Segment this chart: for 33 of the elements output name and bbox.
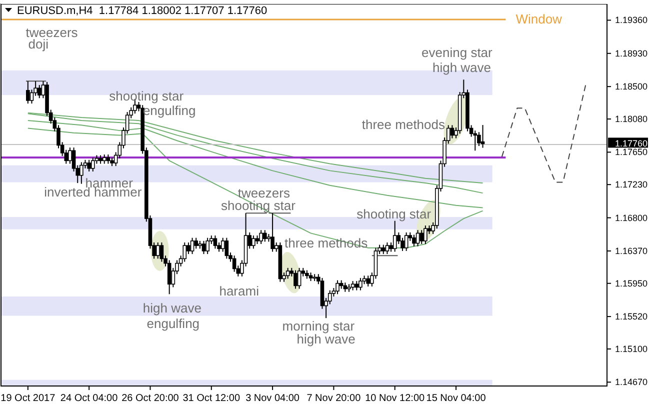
annotation: three methods: [362, 116, 446, 132]
ref-line-label: Window: [516, 12, 563, 26]
x-tick-label: 24 Oct 04:00: [60, 393, 118, 404]
annotation: shooting star: [109, 88, 184, 104]
y-tick-label: 1.16800: [615, 212, 648, 223]
x-tick-label: 19 Oct 2017: [0, 393, 56, 404]
x-tick-label: 7 Nov 20:00: [306, 393, 362, 404]
y-tick-label: 1.15950: [615, 278, 648, 288]
x-tick-label: 10 Nov 12:00: [365, 393, 426, 404]
y-tick-label: 1.15520: [615, 312, 648, 322]
y-tick-label: 1.16370: [615, 246, 648, 256]
annotation: tweezers: [238, 186, 290, 201]
y-tick-label: 1.17230: [615, 180, 648, 190]
chart-title: EURUSD.m,H4 1.17784 1.18002 1.17707 1.17760: [17, 5, 268, 17]
y-tick-label: 1.15100: [615, 344, 648, 354]
annotation: engulfing: [146, 316, 200, 331]
y-tick-label: 1.17650: [615, 147, 648, 158]
ref-line-label: 1.17760: [615, 138, 648, 149]
annotation: high wave: [142, 300, 202, 316]
annotation: harami: [219, 284, 260, 299]
y-tick-label: 1.14670: [615, 377, 648, 388]
annotation: evening star: [422, 45, 494, 60]
y-tick-label: 1.18500: [615, 82, 648, 92]
x-tick-label: 3 Nov 04:00: [246, 393, 300, 404]
y-tick-label: 1.19360: [615, 15, 648, 26]
x-tick-label: 15 Nov 04:00: [426, 393, 486, 404]
annotation: high wave: [432, 60, 492, 75]
annotation: shooting star: [356, 206, 432, 222]
x-tick-label: 26 Oct 20:00: [122, 393, 180, 404]
y-tick-label: 1.18080: [615, 114, 648, 124]
x-tick-label: 31 Oct 12:00: [182, 393, 240, 404]
annotation: morning star: [282, 318, 356, 334]
y-tick-label: 1.18930: [615, 48, 648, 58]
